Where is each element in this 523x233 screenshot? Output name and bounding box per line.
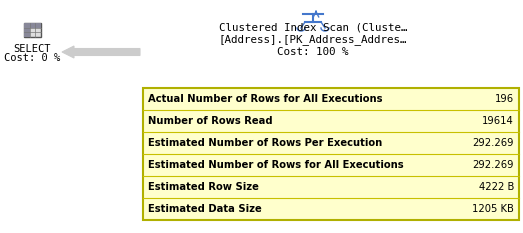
Bar xyxy=(24,28,30,37)
Text: Estimated Number of Rows for All Executions: Estimated Number of Rows for All Executi… xyxy=(148,160,404,170)
Text: 292.269: 292.269 xyxy=(472,160,514,170)
FancyArrow shape xyxy=(62,46,140,58)
Text: Cost: 0 %: Cost: 0 % xyxy=(4,53,60,63)
Text: 19614: 19614 xyxy=(482,116,514,126)
Bar xyxy=(143,88,519,220)
Text: Number of Rows Read: Number of Rows Read xyxy=(148,116,272,126)
Text: 196: 196 xyxy=(495,94,514,104)
Text: Clustered Index Scan (Cluste…: Clustered Index Scan (Cluste… xyxy=(219,23,407,33)
Text: SELECT: SELECT xyxy=(13,44,51,54)
Text: Actual Number of Rows for All Executions: Actual Number of Rows for All Executions xyxy=(148,94,382,104)
Text: Estimated Number of Rows Per Execution: Estimated Number of Rows Per Execution xyxy=(148,138,382,148)
Text: 4222 B: 4222 B xyxy=(479,182,514,192)
Bar xyxy=(24,23,41,28)
Text: [Address].[PK_Address_Addres…: [Address].[PK_Address_Addres… xyxy=(219,34,407,45)
Text: Estimated Row Size: Estimated Row Size xyxy=(148,182,259,192)
Text: Estimated Data Size: Estimated Data Size xyxy=(148,204,262,214)
Text: Cost: 100 %: Cost: 100 % xyxy=(277,47,349,57)
Text: 292.269: 292.269 xyxy=(472,138,514,148)
Text: 1205 KB: 1205 KB xyxy=(472,204,514,214)
Bar xyxy=(24,23,41,37)
